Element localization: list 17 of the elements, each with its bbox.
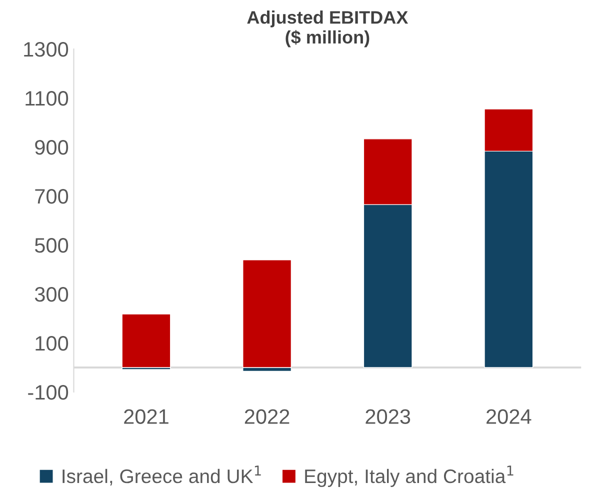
y-tick-label: -100: [28, 385, 68, 400]
y-tick-label: 300: [34, 287, 68, 302]
y-tick-label: 100: [36, 336, 68, 351]
y-tick-label: 1100: [26, 91, 68, 106]
x-tick-label: 2023: [366, 409, 410, 424]
y-tick-label: 1300: [24, 42, 68, 57]
chart-title: Adjusted EBITDAX ($ million): [247, 10, 408, 48]
bar: [242, 260, 292, 368]
y-tick-label: 700: [35, 189, 68, 204]
legend-label: Egypt, Italy and Croatia$^{1}$: [305, 466, 514, 488]
y-tick-label: 900: [35, 140, 68, 155]
x-tick-label: 2022: [244, 409, 290, 424]
bar: [122, 314, 171, 368]
y-tick-label: 500: [34, 238, 68, 253]
x-tick-label: 2021: [124, 409, 168, 424]
x-tick-label: 2024: [486, 409, 532, 424]
legend-label: Israel, Greece and UK$^{1}$: [62, 466, 261, 486]
